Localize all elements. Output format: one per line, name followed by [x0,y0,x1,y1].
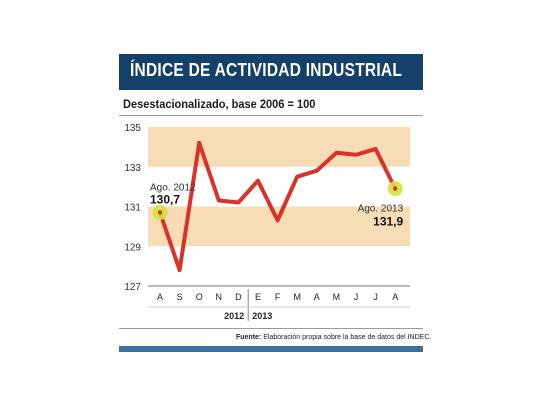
y-tick-label: 129 [124,242,141,253]
annotation-label: Ago. 2012 [150,182,196,193]
title-bar [119,54,423,90]
data-point [178,268,182,272]
year-label-2013: 2013 [252,311,272,321]
x-tick-label: A [392,292,398,302]
data-point [315,169,319,173]
y-tick-label: 127 [124,282,141,293]
source-label: Fuente: [236,334,262,341]
annotation-value: 131,9 [373,215,403,229]
data-point [256,179,260,183]
x-tick-label: D [235,292,242,302]
chart-title: ÍNDICE DE ACTIVIDAD INDUSTRIAL [130,60,403,80]
x-tick-label: A [314,292,320,302]
y-tick-label: 135 [124,123,141,134]
bottom-bar [119,346,423,352]
source-text: Elaboración propia sobre la base de dato… [263,334,432,341]
footer-divider [119,328,423,329]
x-tick-label: J [354,292,359,302]
y-tick-label: 131 [124,203,141,214]
annotation-value: 130,7 [150,192,180,206]
x-tick-label: M [293,292,301,302]
x-tick-label: E [255,292,261,302]
x-tick-label: S [177,292,183,302]
chart-subtitle: Desestacionalizado, base 2006 = 100 [123,97,316,111]
data-point [334,151,338,155]
shaded-band-1 [148,127,410,167]
annotation-label: Ago. 2013 [358,204,404,215]
data-point [197,141,201,145]
data-point [276,218,280,222]
x-tick-label: F [275,292,281,302]
data-point [217,199,221,203]
y-tick-label: 133 [124,163,141,174]
data-point [354,153,358,157]
data-point [374,147,378,151]
x-tick-label: N [216,292,223,302]
highlight-marker-center [157,210,163,215]
data-point [236,201,240,205]
data-point [295,175,299,179]
x-tick-label: O [196,292,203,302]
x-tick-label: A [157,292,163,302]
highlight-marker-center [393,186,398,191]
x-tick-label: M [333,292,341,302]
year-label-2012: 2012 [224,311,244,321]
source-note: Fuente: Elaboración propia sobre la base… [236,334,431,341]
x-tick-label: J [373,292,378,302]
header-divider [119,115,423,116]
